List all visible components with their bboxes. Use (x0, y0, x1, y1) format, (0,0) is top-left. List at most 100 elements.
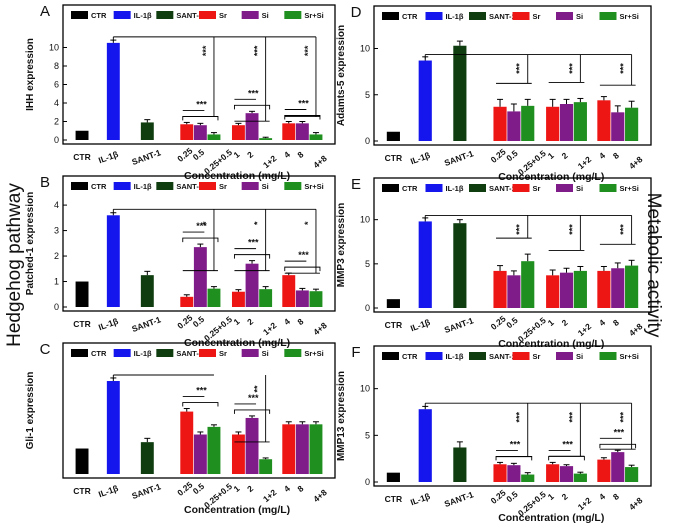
panel-b-ytick-label: 0 (54, 302, 59, 312)
panel-e-xtick-label: 2 (560, 317, 570, 328)
panel-c-xlabel: Concentration (mg/L) (184, 504, 290, 516)
panel-c-xtick-label: 8 (295, 483, 305, 494)
panel-a-bar-sr (231, 125, 245, 140)
panel-d-legend-swatch (425, 12, 443, 20)
panel-b-ylabel: Patched-1 expression (25, 192, 36, 295)
panel-a-bar-sant-1 (140, 122, 154, 140)
panel-f-bar-sr-si (573, 473, 587, 482)
panel-e-bar-sr-si (625, 265, 639, 308)
panel-f-bar-sr (597, 459, 611, 482)
panel-b-xtick-label: 4+8 (311, 320, 329, 337)
panel-c-bar-sr (180, 411, 194, 474)
panel-f-legend-swatch (469, 352, 486, 360)
panel-b-bar-si (245, 263, 259, 307)
panel-f-legend-swatch (599, 352, 617, 360)
panel-b-legend-swatch (156, 182, 174, 190)
panel-d-bar-sant-1 (453, 45, 467, 141)
panel-a-legend-swatch (113, 11, 131, 19)
panel-d-legend-label: Si (576, 12, 583, 21)
panel-b-bar-sant-1 (140, 275, 154, 307)
panel-b-xtick-label: 1+2 (261, 320, 279, 337)
panel-c-bar-il-1- (106, 381, 120, 474)
panel-d-bar-sr-si (625, 107, 639, 141)
panel-f-bar-si (507, 465, 521, 482)
panel-f-sig-mark: *** (619, 411, 629, 422)
panel-b-sig-mark: *** (298, 250, 309, 260)
panel-d-bar-sr (597, 100, 611, 141)
panel-a-xtick-label: 4+8 (311, 153, 329, 170)
panel-d-legend-label: Sr+Si (620, 12, 639, 21)
panel-b-legend-swatch (199, 182, 216, 190)
panel-c-legend-swatch (284, 349, 302, 357)
panel-b-xtick-label: 8 (295, 316, 305, 327)
panel-b-sig-mark: * (201, 221, 211, 225)
panel-d-legend-label: IL-1β (446, 12, 464, 21)
panel-c-bar-sr (282, 424, 296, 474)
panel-e-legend-label: CTR (402, 184, 418, 193)
panel-f-xtick-label: 8 (611, 491, 621, 502)
panel-b-sig-mark: * (253, 221, 263, 225)
panel-d-xtick-label: 0.5 (504, 148, 520, 163)
panel-f-sig-bracket (599, 443, 637, 449)
panel-d-letter: D (351, 4, 362, 21)
panel-a-legend-swatch (241, 11, 259, 19)
panel-a-bar-sr-si (207, 134, 221, 140)
panel-a-sig-mark: *** (253, 45, 263, 56)
panel-d-sig-mark: *** (567, 63, 577, 74)
panel-c-bar-sr-si (207, 426, 221, 474)
panel-d-xtick-label: CTR (385, 153, 402, 163)
panel-e-legend-swatch (512, 184, 530, 192)
panel-c-ylabel: Gli-1 expression (25, 372, 36, 450)
panel-a-sig-mark: *** (248, 88, 259, 98)
panel-b-bar-ctr (75, 281, 89, 307)
panel-d-legend-label: CTR (402, 12, 418, 21)
panel-b-xtick-label: 2 (245, 316, 255, 327)
panel-f-sig-mark: *** (515, 411, 525, 422)
panel-a-sig-bracket (284, 115, 321, 120)
panel-a-ytick-label: 10 (49, 43, 59, 53)
panel-f-bar-sr (546, 464, 560, 482)
panel-b-ytick-label: 2 (54, 251, 59, 261)
panel-b-xtick-label: 1 (231, 316, 241, 327)
panel-f-sig-mark: *** (614, 427, 625, 437)
panel-a-xtick-label: IL-1β (97, 149, 120, 165)
panel-f-legend-label: Si (576, 352, 583, 361)
panel-e-bar-si (611, 268, 625, 308)
panel-a-sig-mark: *** (201, 45, 211, 56)
panel-f-bar-sr (493, 464, 507, 482)
panel-d-bar-sr-si (573, 102, 587, 141)
panel-e-bar-si (559, 272, 574, 308)
panel-b-frame (62, 175, 336, 312)
panel-a-xtick-label: 0.5 (191, 147, 207, 162)
panel-c-legend-swatch (241, 349, 259, 357)
panel-a-sig-mark: *** (196, 99, 207, 109)
panel-a-ytick-label: 8 (54, 61, 59, 71)
panel-d-legend-swatch (512, 12, 530, 20)
panel-b-bar-sr (231, 291, 245, 307)
panel-a-legend-label: IL-1β (134, 11, 152, 20)
panel-c-legend-label: Sr+Si (304, 349, 323, 358)
panel-e-xtick-label: 4 (597, 317, 607, 328)
panel-a-legend-swatch (156, 11, 174, 19)
panel-f-xlabel: Concentration (mg/L) (498, 512, 604, 524)
panel-b-sig-bracket (182, 237, 219, 243)
panel-c-xtick-label: IL-1β (97, 483, 120, 499)
panel-d-xtick-label: 1 (546, 150, 556, 161)
panel-e-ylabel: MMP3 expression (336, 203, 347, 287)
panel-f-xtick-label: 4 (597, 491, 607, 502)
panel-f-bar-si (559, 466, 574, 482)
panel-e-ytick-label: 5 (365, 259, 370, 269)
panel-e-xtick-label: 8 (611, 317, 621, 328)
panel-f-legend-label: CTR (402, 352, 418, 361)
panel-d-xlabel: Concentration (mg/L) (498, 171, 604, 183)
panel-c-bar-sant-1 (140, 442, 154, 474)
panel-a-ytick-label: 6 (54, 80, 59, 90)
panel-e-bar-sr (493, 270, 507, 308)
panel-f-legend-swatch (556, 352, 573, 360)
panel-f-xtick-label: 0.5 (504, 489, 520, 504)
panel-e-xtick-label: SANT-1 (443, 315, 475, 335)
panel-c-legend-swatch (113, 349, 131, 357)
panel-f-bar-sr-si (625, 467, 639, 482)
panel-a-legend-label: Sr+Si (304, 11, 323, 20)
panel-d-xtick-label: IL-1β (409, 150, 432, 166)
